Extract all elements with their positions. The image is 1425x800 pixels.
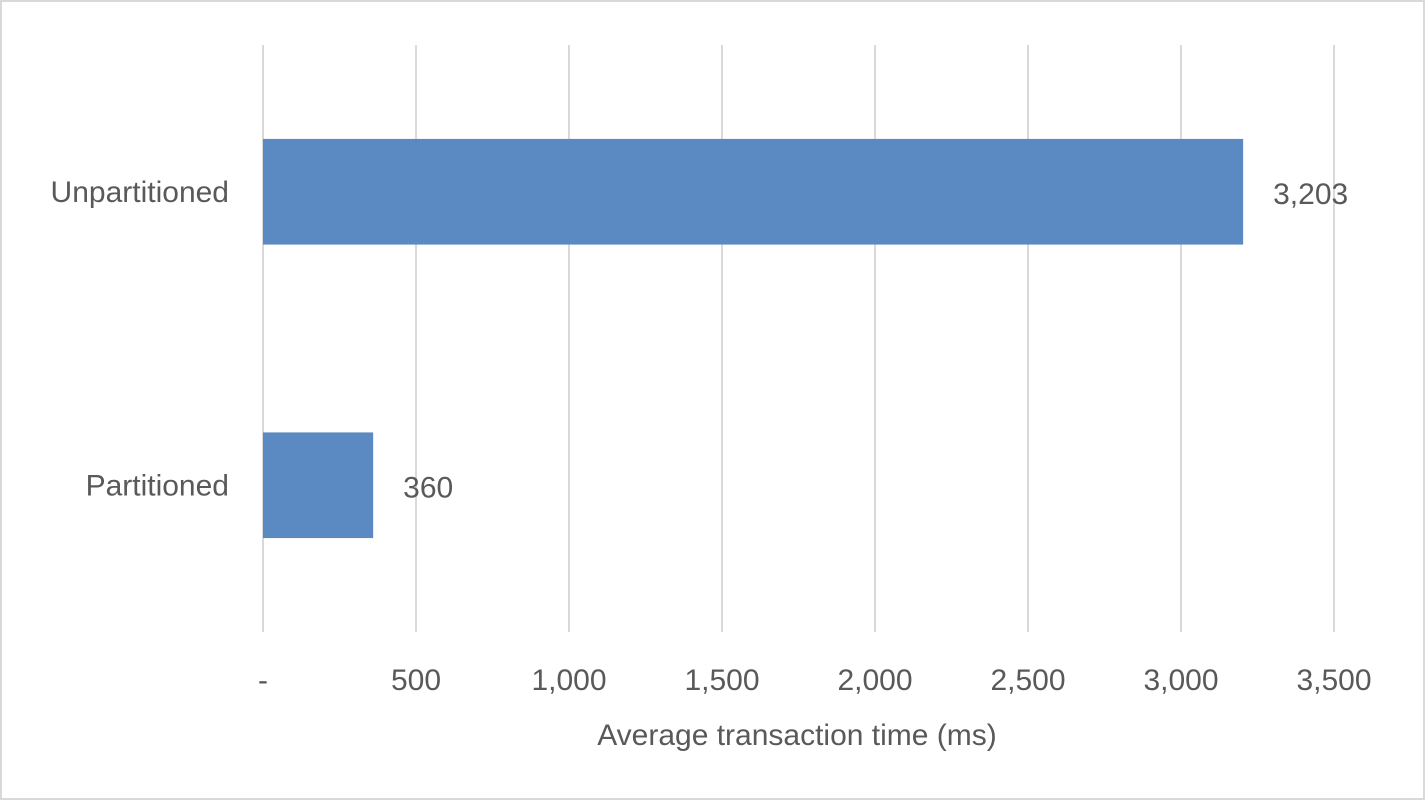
bar [263, 432, 374, 539]
x-tick-label: 1,000 [531, 664, 606, 697]
category-label: Unpartitioned [51, 176, 229, 209]
data-label: 360 [403, 471, 453, 504]
x-axis-label: Average transaction time (ms) [597, 719, 997, 752]
x-tick-label: - [258, 664, 268, 697]
data-label: 3,203 [1273, 178, 1348, 211]
value-labels: 3,203 360 [403, 178, 1348, 505]
category-label: Partitioned [86, 469, 229, 502]
x-tick-label: 2,000 [837, 664, 912, 697]
bar [263, 138, 1244, 245]
x-tick-label: 500 [391, 664, 441, 697]
x-tick-label: 3,000 [1143, 664, 1218, 697]
category-labels: Unpartitioned Partitioned [51, 176, 229, 503]
x-tick-labels: - 500 1,000 1,500 2,000 2,500 3,000 3,500 [258, 664, 1372, 697]
x-tick-label: 1,500 [684, 664, 759, 697]
x-tick-label: 2,500 [990, 664, 1065, 697]
gridlines [262, 45, 1335, 632]
x-tick-label: 3,500 [1296, 664, 1371, 697]
bars [263, 138, 1244, 539]
